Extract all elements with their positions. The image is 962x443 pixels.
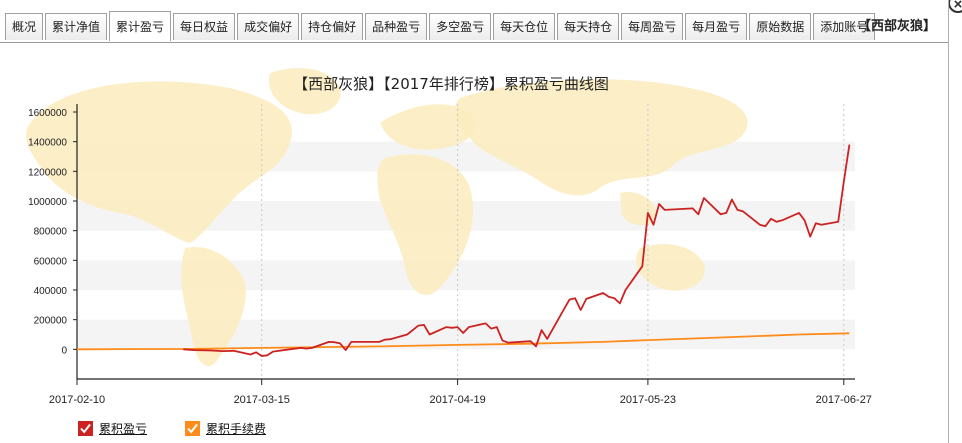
tab-7[interactable]: 品种盈亏 — [365, 13, 428, 40]
y-tick-label: 200000 — [34, 316, 68, 327]
y-tick-label: 1000000 — [28, 197, 67, 208]
tab-6[interactable]: 持仓偏好 — [301, 13, 364, 40]
legend-item-2[interactable]: 累积手续费 — [185, 420, 266, 437]
series-line-cumulative-pnl — [183, 144, 851, 357]
x-tick-label: 2017-04-19 — [429, 394, 485, 406]
y-tick-label: 0 — [61, 345, 67, 356]
tab-4[interactable]: 每日权益 — [173, 13, 236, 40]
world-map-shape — [181, 247, 246, 367]
tab-3[interactable]: 累计盈亏 — [109, 11, 172, 41]
tab-11[interactable]: 每周盈亏 — [621, 13, 684, 40]
y-tick-label: 600000 — [34, 256, 68, 267]
cumulative-pnl-chart: 0 200000 400000 600000 800000 1000000 1200000 1… — [25, 68, 872, 406]
world-map-shape — [25, 81, 292, 243]
legend-check-icon[interactable] — [78, 421, 93, 436]
legend-label[interactable]: 累积手续费 — [206, 422, 267, 436]
window-edge — [948, 0, 949, 443]
tab-10[interactable]: 每天持仓 — [557, 13, 620, 40]
x-tick-label: 2017-06-27 — [816, 394, 872, 406]
tab-8[interactable]: 多空盈亏 — [429, 13, 492, 40]
tab-list: 概况 累计净值 累计盈亏 每日权益 成交偏好 持仓偏好 品种盈亏 多空盈亏 每天仓位 每天持仓 每周… — [5, 11, 877, 41]
series-line-cumulative-fee — [76, 332, 850, 351]
chart-legend: 累积盈亏 累积手续费 — [78, 420, 304, 437]
y-tick-label: 400000 — [34, 286, 68, 297]
tab-bar: 概况 累计净值 累计盈亏 每日权益 成交偏好 持仓偏好 品种盈亏 多空盈亏 每天仓位 每天持仓 每周… — [0, 0, 948, 43]
x-tick-label: 2017-02-10 — [49, 394, 105, 406]
x-tick-label: 2017-03-15 — [234, 394, 290, 406]
tab-2[interactable]: 累计净值 — [45, 13, 108, 40]
world-map-shape — [454, 79, 748, 196]
world-map-shape — [377, 154, 474, 296]
tab-1[interactable]: 概况 — [5, 13, 44, 40]
chart-title: 【西部灰狼】【2017年排行榜】累积盈亏曲线图 — [293, 75, 609, 93]
tab-12[interactable]: 每月盈亏 — [685, 13, 748, 40]
legend-label[interactable]: 累积盈亏 — [99, 422, 148, 436]
tab-5[interactable]: 成交偏好 — [237, 13, 300, 40]
y-tick-label: 1200000 — [28, 167, 67, 178]
y-tick-label: 1600000 — [28, 108, 67, 119]
world-map-shape — [380, 104, 476, 150]
y-tick-label: 800000 — [34, 227, 68, 238]
world-map-shape — [636, 244, 705, 291]
world-map-shape — [269, 68, 341, 115]
legend-check-icon[interactable] — [185, 421, 201, 436]
tab-13[interactable]: 原始数据 — [749, 13, 812, 40]
y-tick-label: 1400000 — [28, 138, 67, 149]
account-name: 【西部灰狼】 — [857, 18, 936, 33]
close-icon[interactable]: × — [948, 0, 962, 13]
tab-9[interactable]: 每天仓位 — [493, 13, 556, 40]
legend-item-1[interactable]: 累积盈亏 — [78, 420, 147, 437]
x-tick-label: 2017-05-23 — [620, 394, 676, 406]
tab-14[interactable]: 添加账号 — [813, 13, 876, 40]
